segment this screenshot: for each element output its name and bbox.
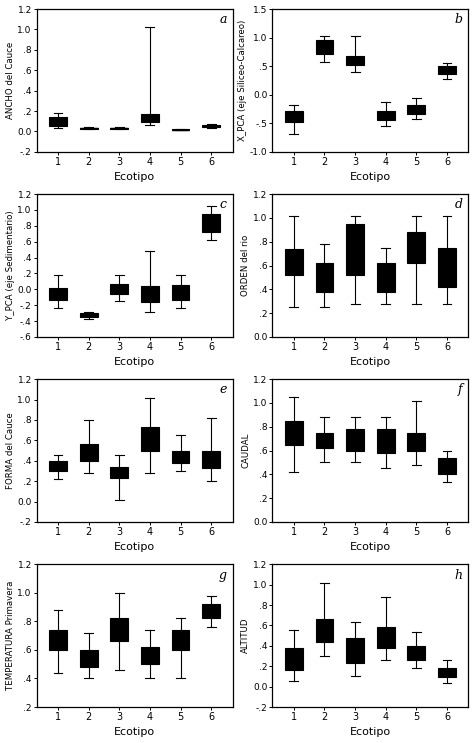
PathPatch shape xyxy=(316,620,333,642)
Text: e: e xyxy=(219,383,227,397)
Y-axis label: X_PCA (eje Siliceo-Calcareo): X_PCA (eje Siliceo-Calcareo) xyxy=(238,20,247,141)
PathPatch shape xyxy=(202,214,220,233)
PathPatch shape xyxy=(172,129,190,131)
PathPatch shape xyxy=(285,421,303,444)
PathPatch shape xyxy=(408,233,425,263)
PathPatch shape xyxy=(346,637,364,663)
X-axis label: Ecotipo: Ecotipo xyxy=(350,727,391,738)
PathPatch shape xyxy=(110,128,128,129)
Text: d: d xyxy=(455,198,463,212)
PathPatch shape xyxy=(377,628,395,648)
PathPatch shape xyxy=(141,286,159,302)
PathPatch shape xyxy=(285,249,303,275)
PathPatch shape xyxy=(285,648,303,670)
PathPatch shape xyxy=(408,646,425,660)
PathPatch shape xyxy=(408,105,425,114)
PathPatch shape xyxy=(141,427,159,450)
PathPatch shape xyxy=(49,630,67,650)
PathPatch shape xyxy=(438,458,456,474)
Y-axis label: ALTITUD: ALTITUD xyxy=(241,618,250,653)
PathPatch shape xyxy=(49,288,67,300)
Y-axis label: ORDEN del rio: ORDEN del rio xyxy=(241,235,250,296)
PathPatch shape xyxy=(80,128,98,129)
X-axis label: Ecotipo: Ecotipo xyxy=(114,357,155,367)
PathPatch shape xyxy=(346,429,364,450)
PathPatch shape xyxy=(110,618,128,641)
Text: h: h xyxy=(455,568,463,582)
X-axis label: Ecotipo: Ecotipo xyxy=(350,172,391,182)
PathPatch shape xyxy=(172,285,190,299)
PathPatch shape xyxy=(141,647,159,664)
PathPatch shape xyxy=(438,668,456,678)
Text: g: g xyxy=(219,568,227,582)
Y-axis label: FORMA del Cauce: FORMA del Cauce xyxy=(6,412,15,489)
PathPatch shape xyxy=(49,117,67,126)
PathPatch shape xyxy=(377,429,395,453)
PathPatch shape xyxy=(202,604,220,618)
X-axis label: Ecotipo: Ecotipo xyxy=(114,727,155,738)
PathPatch shape xyxy=(377,111,395,120)
X-axis label: Ecotipo: Ecotipo xyxy=(114,172,155,182)
X-axis label: Ecotipo: Ecotipo xyxy=(350,542,391,552)
PathPatch shape xyxy=(110,467,128,478)
PathPatch shape xyxy=(172,630,190,650)
Y-axis label: CAUDAL: CAUDAL xyxy=(241,433,250,468)
Y-axis label: Y_PCA (eje Sedimentario): Y_PCA (eje Sedimentario) xyxy=(6,211,15,320)
Y-axis label: TEMPERATURA Primavera: TEMPERATURA Primavera xyxy=(6,581,15,690)
PathPatch shape xyxy=(110,284,128,294)
Text: a: a xyxy=(219,13,227,26)
PathPatch shape xyxy=(172,450,190,463)
PathPatch shape xyxy=(346,224,364,275)
X-axis label: Ecotipo: Ecotipo xyxy=(114,542,155,552)
PathPatch shape xyxy=(377,263,395,292)
Text: f: f xyxy=(458,383,463,397)
PathPatch shape xyxy=(202,450,220,468)
PathPatch shape xyxy=(346,56,364,65)
PathPatch shape xyxy=(316,40,333,53)
Text: c: c xyxy=(220,198,227,212)
Text: b: b xyxy=(455,13,463,26)
PathPatch shape xyxy=(438,247,456,287)
PathPatch shape xyxy=(285,111,303,122)
PathPatch shape xyxy=(316,432,333,448)
PathPatch shape xyxy=(80,313,98,317)
PathPatch shape xyxy=(438,66,456,74)
PathPatch shape xyxy=(202,126,220,127)
PathPatch shape xyxy=(49,461,67,471)
PathPatch shape xyxy=(408,432,425,450)
PathPatch shape xyxy=(141,114,159,123)
PathPatch shape xyxy=(80,650,98,667)
PathPatch shape xyxy=(80,444,98,461)
X-axis label: Ecotipo: Ecotipo xyxy=(350,357,391,367)
Y-axis label: ANCHO del Cauce: ANCHO del Cauce xyxy=(6,42,15,119)
PathPatch shape xyxy=(316,263,333,292)
